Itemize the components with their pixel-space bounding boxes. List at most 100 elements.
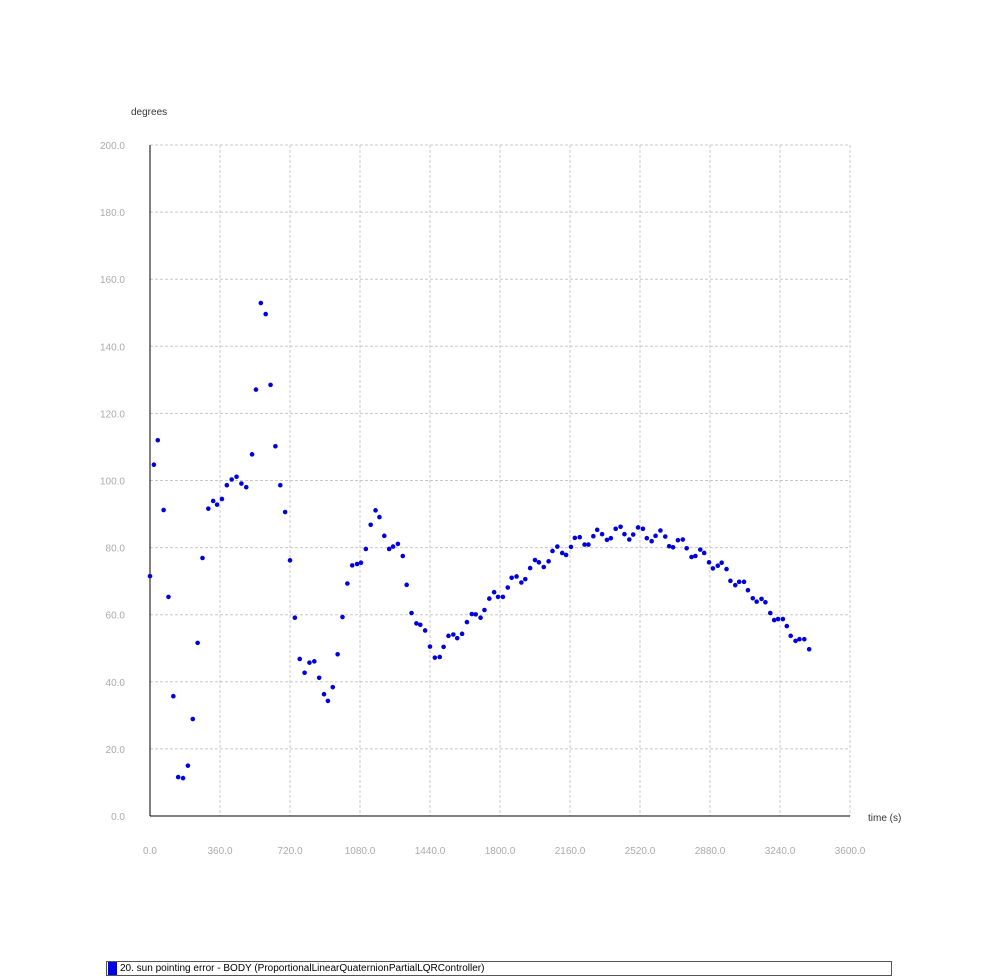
data-point: [732, 582, 738, 588]
data-point: [263, 311, 268, 317]
data-point: [649, 538, 654, 544]
data-point: [292, 615, 298, 621]
data-point: [414, 621, 419, 626]
data-point: [390, 544, 396, 549]
y-tick-label: 200.0: [100, 141, 125, 152]
data-point: [670, 544, 676, 550]
x-tick-label: 3240.0: [765, 846, 796, 857]
data-point: [417, 622, 423, 628]
data-point: [719, 560, 724, 565]
y-tick-label: 0.0: [111, 812, 125, 823]
data-point: [613, 526, 618, 532]
data-point: [550, 548, 555, 554]
data-point: [741, 579, 747, 585]
x-tick-label: 0.0: [143, 846, 157, 857]
x-tick-label: 3600.0: [835, 846, 866, 857]
y-tick-labels: 0.0 20.0 40.0 60.0 80.0 100.0 120.0 140.0 160.0 1…: [100, 141, 125, 823]
data-point: [312, 659, 317, 664]
data-point: [273, 443, 278, 449]
data-point: [491, 589, 497, 595]
data-point: [536, 560, 542, 565]
data-point: [509, 575, 514, 581]
data-point: [568, 544, 574, 550]
data-point: [500, 594, 506, 600]
data-point: [572, 535, 578, 541]
data-point: [594, 527, 600, 533]
data-point: [219, 496, 225, 502]
y-tick-label: 160.0: [100, 275, 125, 286]
data-point: [559, 550, 565, 556]
data-point: [277, 482, 283, 488]
data-point: [185, 763, 191, 768]
data-point: [608, 535, 614, 541]
data-point: [395, 541, 401, 547]
data-point: [680, 537, 686, 542]
data-points: [147, 300, 812, 781]
data-point: [432, 655, 438, 660]
data-point: [541, 564, 547, 570]
x-tick-label: 720.0: [277, 846, 302, 857]
data-point: [662, 534, 668, 539]
data-point: [697, 547, 703, 552]
data-point: [297, 656, 303, 662]
data-point: [451, 632, 456, 637]
data-point: [335, 651, 340, 657]
data-point: [802, 636, 807, 642]
data-point: [427, 644, 433, 649]
data-point: [206, 506, 211, 511]
data-point: [321, 691, 327, 697]
data-point: [563, 552, 569, 558]
data-point: [745, 587, 751, 593]
data-point: [422, 628, 428, 633]
x-tick-label: 1440.0: [415, 846, 446, 857]
data-point: [797, 636, 802, 642]
data-point: [635, 525, 641, 530]
data-point: [282, 509, 288, 515]
data-point: [675, 537, 681, 543]
data-point: [454, 635, 460, 641]
x-tick-label: 1080.0: [345, 846, 376, 857]
data-point: [330, 684, 336, 690]
data-point: [469, 611, 475, 617]
data-point: [495, 594, 501, 600]
y-tick-label: 180.0: [100, 208, 125, 219]
data-point: [487, 596, 492, 601]
data-point: [229, 477, 234, 482]
data-point: [736, 579, 742, 585]
data-point: [630, 532, 636, 537]
data-point: [363, 546, 369, 552]
data-point: [316, 675, 322, 681]
x-axis-label: time (s): [868, 813, 901, 824]
data-point: [806, 646, 812, 652]
data-point: [243, 484, 249, 490]
data-point: [644, 535, 650, 541]
data-point: [591, 533, 596, 539]
legend: 20. sun pointing error - BODY (Proportio…: [106, 961, 892, 976]
data-point: [519, 580, 524, 585]
data-point: [666, 543, 672, 549]
data-point: [404, 582, 409, 588]
data-point: [763, 599, 768, 605]
data-point: [377, 514, 382, 520]
data-point: [224, 482, 230, 488]
data-point: [527, 565, 533, 571]
data-point: [307, 660, 312, 665]
legend-label: 20. sun pointing error - BODY (Proportio…: [120, 963, 485, 974]
data-point: [268, 382, 273, 388]
data-point: [767, 610, 773, 616]
data-point: [171, 693, 176, 699]
data-point: [382, 533, 387, 539]
data-point: [459, 631, 465, 637]
data-point: [234, 474, 239, 480]
data-point: [546, 559, 551, 564]
data-point: [400, 553, 406, 559]
y-tick-label: 40.0: [106, 678, 126, 689]
y-axis-label: degrees: [131, 107, 167, 118]
data-point: [784, 623, 790, 629]
data-point: [482, 607, 487, 613]
data-point: [618, 524, 623, 530]
data-point: [775, 616, 781, 622]
y-tick-label: 20.0: [106, 745, 126, 756]
data-point: [386, 546, 392, 552]
data-point: [214, 502, 220, 507]
